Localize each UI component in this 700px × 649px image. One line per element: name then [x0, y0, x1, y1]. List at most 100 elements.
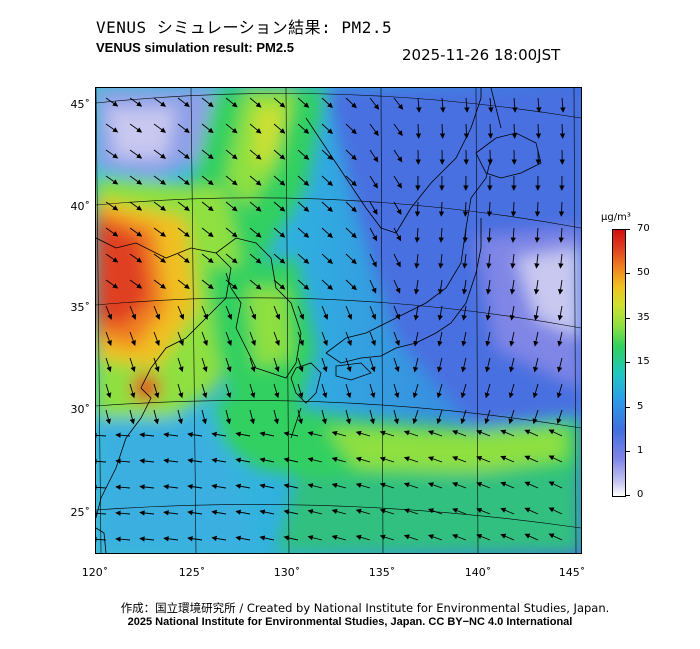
wind-arrow	[427, 534, 443, 541]
wind-arrow	[437, 305, 443, 321]
lat-label-25: 25˚	[70, 506, 91, 519]
wind-arrow	[369, 149, 379, 163]
wind-arrow	[345, 383, 352, 399]
wind-arrow	[484, 409, 491, 425]
wind-arrow	[369, 227, 378, 242]
wind-arrow	[307, 509, 323, 515]
colorbar-tick-70: 70	[637, 223, 650, 234]
wind-arrow	[297, 279, 310, 290]
wind-arrow	[439, 123, 446, 139]
wind-arrow	[177, 123, 190, 134]
wind-arrow	[355, 482, 371, 489]
wind-arrow	[559, 123, 566, 139]
wind-arrow	[163, 510, 179, 516]
wind-arrow	[524, 507, 539, 515]
wind-arrow	[225, 123, 238, 134]
wind-arrow	[249, 253, 262, 264]
wind-arrow	[452, 534, 467, 541]
wind-arrow	[105, 253, 119, 263]
wind-arrow	[369, 123, 379, 137]
lat-label-40: 40˚	[70, 200, 91, 213]
wind-arrow	[369, 279, 377, 294]
wind-arrow	[438, 253, 444, 269]
wind-arrow	[225, 149, 238, 160]
wind-arrow	[283, 535, 299, 541]
colorbar-tick-15: 15	[637, 356, 650, 367]
wind-arrow	[273, 253, 286, 264]
wind-arrow	[225, 279, 238, 290]
wind-arrow	[487, 123, 494, 139]
wind-arrow	[105, 357, 112, 373]
wind-arrow	[331, 482, 347, 489]
colorbar-tick-5: 5	[637, 401, 644, 412]
wind-arrow	[379, 456, 395, 463]
wind-arrow	[393, 253, 401, 268]
wind-arrow	[225, 305, 233, 320]
wind-arrow	[273, 175, 286, 186]
wind-arrow	[403, 534, 419, 541]
wind-arrow	[452, 482, 467, 489]
wind-arrow	[440, 97, 446, 113]
wind-arrow	[273, 97, 286, 108]
wind-arrow	[115, 432, 131, 438]
wind-arrow	[297, 201, 310, 212]
wind-arrow	[512, 97, 518, 113]
wind-arrow	[369, 409, 375, 425]
wind-arrow	[369, 201, 378, 215]
wind-arrow	[249, 227, 262, 238]
wind-arrow	[462, 201, 469, 217]
wind-arrow	[177, 201, 190, 212]
wind-arrow	[235, 457, 251, 463]
wind-arrow	[500, 481, 515, 489]
wind-arrow	[485, 279, 492, 295]
wind-arrow	[115, 458, 131, 464]
colorbar-tick-1: 1	[637, 445, 644, 456]
wind-arrow	[105, 409, 111, 425]
wind-arrow	[163, 536, 179, 542]
wind-arrow	[548, 429, 563, 437]
wind-arrow	[96, 458, 107, 465]
wind-arrow	[331, 534, 347, 541]
wind-arrow	[331, 508, 347, 515]
wind-arrow	[307, 457, 323, 463]
wind-arrow	[393, 331, 400, 346]
wind-arrow	[249, 383, 256, 399]
wind-arrow	[403, 508, 419, 515]
wind-arrow	[476, 507, 491, 515]
wind-arrow	[187, 431, 203, 438]
wind-arrow	[412, 383, 419, 399]
wind-arrow	[379, 482, 395, 489]
wind-arrow	[177, 227, 190, 238]
wind-arrow	[153, 409, 159, 425]
wind-arrow	[321, 175, 333, 187]
wind-arrow	[532, 409, 539, 425]
wind-arrow	[533, 331, 539, 347]
colorbar-unit: μg/m³	[601, 212, 631, 223]
wind-arrow	[510, 201, 517, 217]
wind-arrow	[460, 409, 467, 425]
wind-arrow	[259, 509, 275, 515]
wind-arrow	[201, 175, 214, 186]
wind-arrow	[556, 383, 563, 399]
wind-arrow	[548, 533, 563, 541]
wind-arrow	[548, 455, 563, 463]
wind-arrow	[153, 331, 160, 346]
wind-arrow	[437, 331, 443, 347]
wind-arrow	[225, 357, 232, 373]
wind-arrow	[177, 357, 184, 373]
wind-arrow	[345, 97, 357, 109]
wind-arrow	[225, 97, 238, 108]
wind-arrow	[436, 383, 443, 399]
wind-arrow	[235, 483, 251, 489]
wind-arrow	[415, 123, 422, 139]
wind-arrow	[393, 123, 403, 137]
wind-arrow	[369, 175, 378, 189]
wind-arrow	[534, 253, 540, 269]
wind-arrow	[249, 357, 256, 373]
wind-arrow	[249, 175, 262, 186]
wind-arrow	[379, 534, 395, 541]
wind-arrow	[524, 533, 539, 541]
wind-arrow	[201, 357, 208, 373]
wind-arrow	[414, 253, 420, 269]
wind-arrow	[153, 253, 167, 263]
